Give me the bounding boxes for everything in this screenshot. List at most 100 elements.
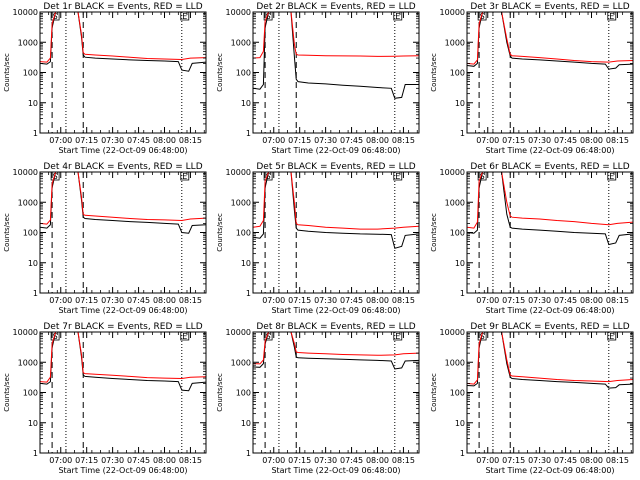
x-tick-label: 07:45 (340, 136, 363, 145)
events-series-line (40, 332, 206, 392)
x-tick-label: 07:45 (127, 136, 150, 145)
time-marker-label: E (609, 332, 614, 341)
time-marker-label: S (266, 332, 271, 341)
lld-series-line (253, 332, 419, 365)
lld-series-line (467, 172, 633, 229)
lld-series-line (40, 12, 206, 63)
x-tick-label: 08:00 (153, 456, 176, 465)
plot-title: Det 7r BLACK = Events, RED = LLD (43, 322, 202, 332)
x-tick-label: 08:00 (366, 296, 389, 305)
time-marker-label: E (395, 12, 400, 21)
x-axis-label: Start Time (22-Oct-09 06:48:00) (58, 146, 187, 155)
y-tick-label: 10000 (226, 168, 251, 177)
y-tick-label: 10000 (440, 328, 465, 337)
events-series-line (253, 12, 419, 99)
plot-title: Det 6r BLACK = Events, RED = LLD (470, 162, 629, 172)
y-axis-label: Counts/sec (3, 53, 11, 92)
x-tick-label: 08:00 (580, 456, 603, 465)
x-tick-label: 07:00 (49, 296, 72, 305)
lld-series-line (253, 12, 419, 59)
x-tick-label: 08:15 (179, 296, 202, 305)
x-tick-label: 08:00 (366, 456, 389, 465)
x-tick-label: 07:15 (75, 456, 98, 465)
y-tick-label: 1 (33, 289, 38, 298)
x-tick-label: 07:00 (476, 296, 499, 305)
lld-series-line (253, 172, 419, 230)
y-tick-label: 1000 (231, 198, 251, 207)
plot-title: Det 5r BLACK = Events, RED = LLD (256, 162, 415, 172)
plot-frame (39, 331, 207, 454)
y-axis-label: Counts/sec (216, 373, 224, 412)
y-tick-label: 100 (450, 229, 465, 238)
plot-frame (39, 11, 207, 134)
y-axis-label: Counts/sec (3, 213, 11, 252)
x-tick-label: 07:30 (528, 296, 551, 305)
time-marker-label: E (395, 172, 400, 181)
y-tick-label: 1000 (231, 358, 251, 367)
plot-title: Det 4r BLACK = Events, RED = LLD (43, 162, 202, 172)
x-tick-label: 07:00 (49, 456, 72, 465)
y-tick-label: 10 (241, 99, 251, 108)
x-tick-label: 07:00 (262, 296, 285, 305)
y-tick-label: 1000 (445, 38, 465, 47)
y-tick-label: 10 (241, 259, 251, 268)
x-tick-label: 07:45 (554, 136, 577, 145)
x-tick-label: 07:45 (127, 456, 150, 465)
events-series-line (253, 172, 419, 249)
x-tick-label: 07:15 (502, 456, 525, 465)
y-tick-label: 1000 (231, 38, 251, 47)
x-tick-label: 07:15 (288, 456, 311, 465)
y-tick-label: 100 (23, 229, 38, 238)
y-tick-label: 1 (460, 449, 465, 458)
y-tick-label: 10 (455, 419, 465, 428)
x-axis-label: Start Time (22-Oct-09 06:48:00) (271, 146, 400, 155)
x-axis-label: Start Time (22-Oct-09 06:48:00) (58, 466, 187, 475)
y-axis-label: Counts/sec (430, 373, 438, 412)
y-tick-label: 100 (236, 69, 251, 78)
x-tick-label: 07:15 (502, 136, 525, 145)
y-tick-label: 1 (246, 129, 251, 138)
lld-series-line (40, 332, 206, 383)
time-marker-label: E (609, 12, 614, 21)
x-tick-label: 07:45 (340, 296, 363, 305)
x-tick-label: 07:45 (554, 456, 577, 465)
y-tick-label: 10000 (226, 8, 251, 17)
x-tick-label: 07:15 (502, 296, 525, 305)
y-tick-label: 100 (23, 69, 38, 78)
plot-title: Det 1r BLACK = Events, RED = LLD (43, 2, 202, 12)
x-axis-label: Start Time (22-Oct-09 06:48:00) (271, 306, 400, 315)
plot-frame (466, 331, 634, 454)
y-tick-label: 1000 (18, 38, 38, 47)
y-tick-label: 10 (28, 99, 38, 108)
x-tick-label: 07:45 (127, 296, 150, 305)
time-marker-label: E (182, 12, 187, 21)
x-tick-label: 07:30 (101, 136, 124, 145)
y-tick-label: 1 (33, 129, 38, 138)
plot-title: Det 9r BLACK = Events, RED = LLD (470, 322, 629, 332)
x-tick-label: 08:15 (606, 456, 629, 465)
x-tick-label: 07:00 (262, 456, 285, 465)
y-axis-label: Counts/sec (216, 213, 224, 252)
x-tick-label: 08:00 (366, 136, 389, 145)
y-tick-label: 1 (460, 129, 465, 138)
y-axis-label: Counts/sec (3, 373, 11, 412)
y-tick-label: 10000 (13, 328, 38, 337)
x-tick-label: 07:30 (314, 456, 337, 465)
x-tick-label: 08:15 (179, 456, 202, 465)
y-tick-label: 100 (23, 389, 38, 398)
y-tick-label: 10 (28, 259, 38, 268)
plot-title: Det 8r BLACK = Events, RED = LLD (256, 322, 415, 332)
x-tick-label: 08:00 (153, 136, 176, 145)
y-tick-label: 10 (455, 99, 465, 108)
y-tick-label: 1 (246, 449, 251, 458)
x-tick-label: 07:00 (476, 456, 499, 465)
x-tick-label: 08:15 (606, 136, 629, 145)
x-tick-label: 07:15 (288, 296, 311, 305)
x-axis-label: Start Time (22-Oct-09 06:48:00) (58, 306, 187, 315)
x-axis-label: Start Time (22-Oct-09 06:48:00) (485, 146, 614, 155)
y-tick-label: 1000 (18, 198, 38, 207)
